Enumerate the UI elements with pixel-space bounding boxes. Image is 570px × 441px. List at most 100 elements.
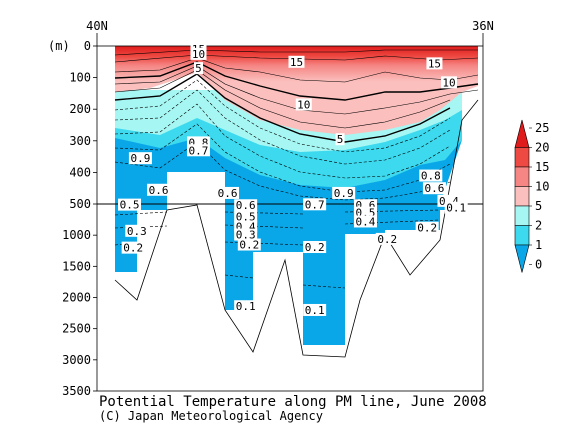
credit-text: (C) Japan Meteorological Agency <box>99 409 323 423</box>
colorbar-label: 25 <box>535 121 549 135</box>
contour-label: 0.1 <box>236 300 256 313</box>
x-label-start: 40N <box>86 19 108 33</box>
y-tick-label: 1000 <box>62 228 91 242</box>
contour-label: 0.6 <box>236 199 256 212</box>
contour-label: 0.7 <box>189 144 209 157</box>
contour-label: 5 <box>195 62 202 75</box>
contour-label: 15 <box>290 56 303 69</box>
contour-label: 0.5 <box>236 210 256 223</box>
y-tick-label: 3000 <box>62 353 91 367</box>
colorbar-bin <box>514 186 530 207</box>
warm-fill <box>115 46 478 135</box>
colorbar-label: 0 <box>535 258 542 272</box>
contour-label-bg <box>303 198 327 211</box>
contour-label-bg <box>128 152 152 165</box>
y-tick-label: 2500 <box>62 322 91 336</box>
contour-label: 0.3 <box>236 229 256 242</box>
y-axis-ticks: 0 100 200 300 400 500 1000 1500 2000 2500 3000 3500… <box>48 39 97 398</box>
contour-label: 0.5 <box>120 199 140 212</box>
contour-label-bg <box>234 210 258 223</box>
colorbar-label: 1 <box>535 238 542 252</box>
contour-label: 0.2 <box>239 239 259 252</box>
contour-label-bg <box>118 198 142 211</box>
y-tick-label: 1500 <box>62 259 91 273</box>
contour-label: 0.7 <box>305 198 325 211</box>
contour-label-bg <box>444 201 468 214</box>
contour-label: 10 <box>192 48 205 61</box>
contour-label: 15 <box>428 57 441 70</box>
colorbar-bin <box>514 119 530 148</box>
colorbar-bin <box>514 225 530 246</box>
y-tick-label: 2000 <box>62 291 91 305</box>
no-data-masks <box>97 46 478 205</box>
contour-label: 5 <box>337 133 344 146</box>
contour-label: 0.1 <box>305 304 325 317</box>
contour-label: 0.6 <box>218 187 238 200</box>
contour-label-bg <box>426 57 443 70</box>
contour-lines-upper <box>114 49 479 201</box>
contour-label-bg <box>303 241 327 254</box>
y-tick-label: 0 <box>84 39 91 53</box>
colorbar-label: 15 <box>535 160 549 174</box>
contour-label-bg <box>422 182 446 195</box>
contour-label: 0.2 <box>417 222 437 235</box>
contour-label-bg <box>295 98 312 111</box>
contour-label-bg <box>303 303 327 316</box>
contour-label: 10 <box>442 76 455 89</box>
contour-label-bg <box>186 144 210 157</box>
contour-label: 10 <box>297 98 310 111</box>
y-axis-unit: (m) <box>48 39 70 53</box>
y-tick-label: 100 <box>69 71 91 85</box>
colorbar-label: 2 <box>535 219 542 233</box>
colorbar-bin <box>514 147 530 168</box>
contour-label-bg <box>335 133 345 146</box>
contour-label: 0.9 <box>334 187 354 200</box>
contour-label: 0.8 <box>421 170 441 183</box>
colorbar-bin <box>514 244 530 273</box>
contour-label-bg <box>125 224 149 237</box>
plot-area <box>97 46 479 358</box>
contour-label: 0.4 <box>356 215 376 228</box>
contour-label-bg <box>415 221 439 234</box>
contour-label-bg <box>234 199 258 212</box>
contour-label: 0.9 <box>130 152 150 165</box>
colorbar-label: 10 <box>535 180 549 194</box>
colorbar-bin <box>514 166 530 187</box>
contour-label-bg <box>288 55 305 68</box>
contour-label-bg <box>375 232 399 245</box>
contour-label: 0.3 <box>127 225 147 238</box>
contour-label-bg <box>353 215 377 228</box>
contour-label-bg <box>440 76 457 89</box>
colorbar-label: 5 <box>535 199 542 213</box>
contour-label: 0.6 <box>149 184 169 197</box>
contour-label-bg <box>234 228 258 241</box>
x-axis-labels: 40N 36N <box>86 19 494 46</box>
contour-label-bg <box>121 241 145 254</box>
colorbar-bin <box>514 205 530 226</box>
lower-columns <box>115 205 440 345</box>
contour-label-bg <box>419 169 443 182</box>
contour-label: 0.1 <box>446 202 466 215</box>
contour-label: 0.2 <box>123 242 143 255</box>
bottom-topography <box>114 99 479 358</box>
contour-label-bg <box>190 47 207 60</box>
y-tick-label: 400 <box>69 165 91 179</box>
colorbar-label: 20 <box>535 141 549 155</box>
contour-label-bg <box>234 300 258 313</box>
contour-label-bg <box>147 183 171 196</box>
contour-label-bg <box>193 62 203 75</box>
chart-title: Potential Temperature along PM line, Jun… <box>99 394 487 410</box>
y-tick-label: 3500 <box>62 384 91 398</box>
contour-label: 0.6 <box>425 182 445 195</box>
contour-label-bg <box>216 186 240 199</box>
contour-label-bg <box>237 238 261 251</box>
contour-labels: 151515101010550.90.90.80.70.60.60.50.70.… <box>118 43 468 317</box>
contour-label: 0.2 <box>377 233 397 246</box>
plot-frame <box>96 45 484 392</box>
contour-label: 0.2 <box>305 241 325 254</box>
y-tick-label: 300 <box>69 134 91 148</box>
x-label-end: 36N <box>472 19 494 33</box>
y-tick-label: 200 <box>69 102 91 116</box>
